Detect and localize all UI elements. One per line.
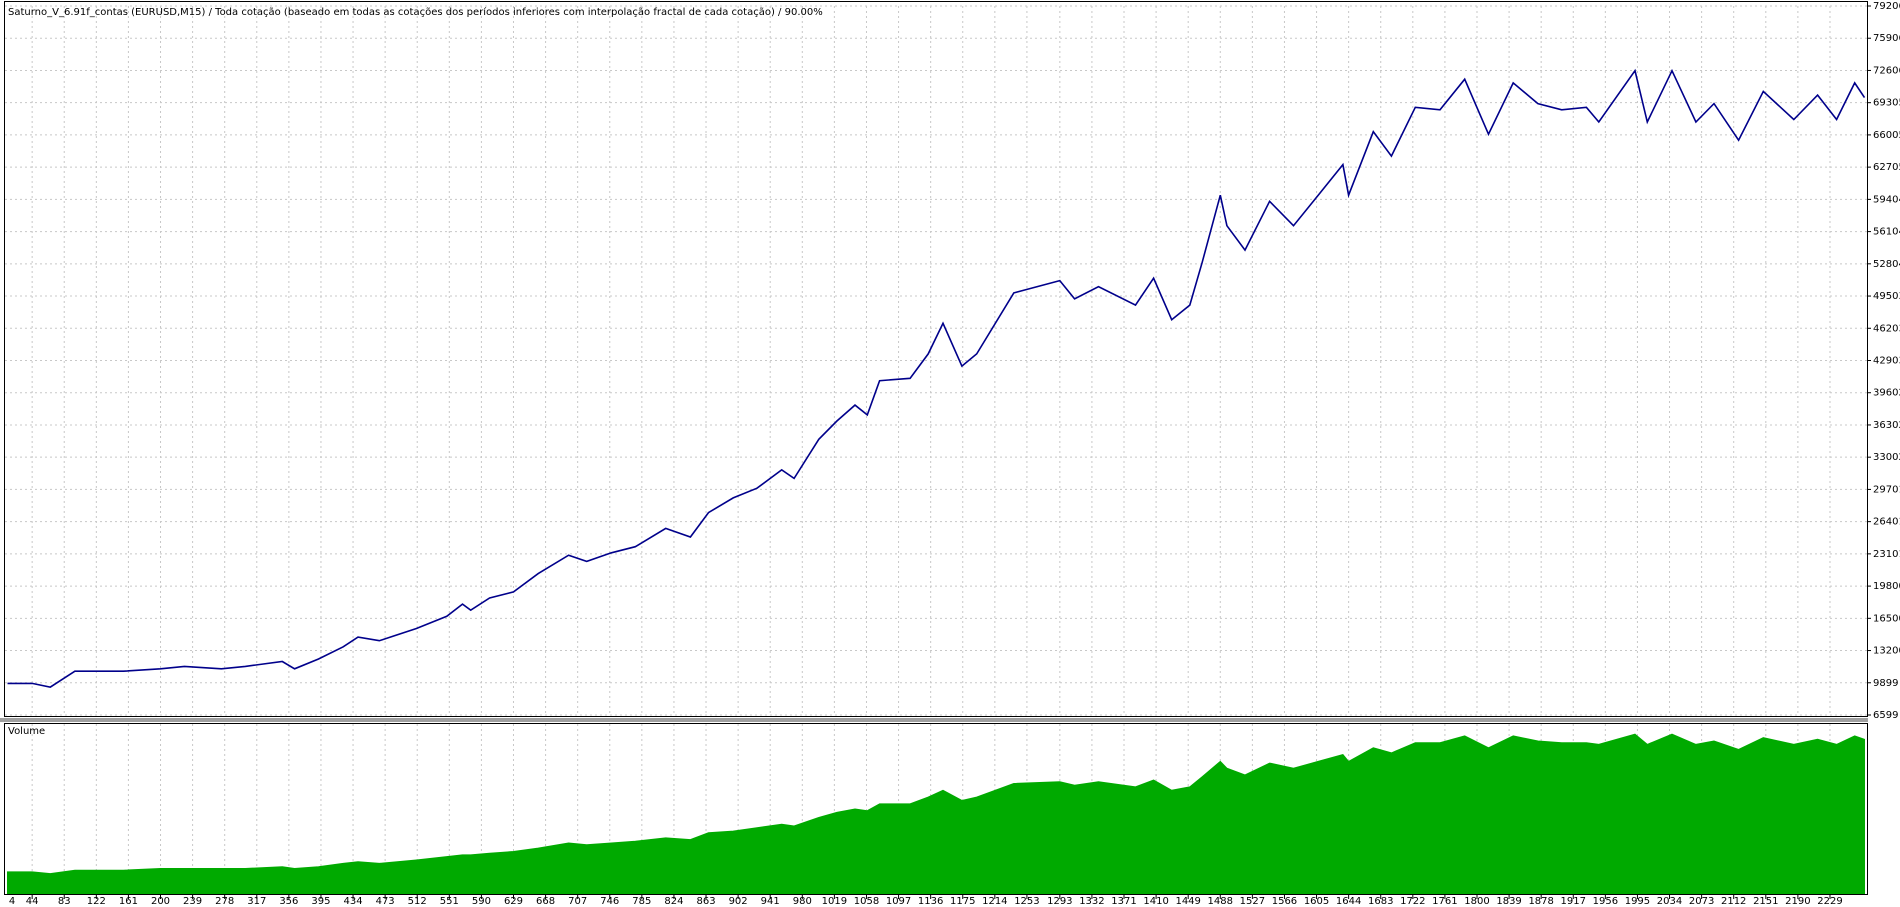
x-tick-label: 1605 <box>1304 896 1329 907</box>
y-tick-label: 6599 <box>1873 710 1898 721</box>
x-tick-label: 44 <box>26 896 39 907</box>
x-tick-label: 1839 <box>1496 896 1521 907</box>
x-tick-label: 902 <box>729 896 748 907</box>
x-tick-label: 785 <box>632 896 651 907</box>
x-tick-label: 1527 <box>1240 896 1265 907</box>
y-tick-label: 19800 <box>1873 581 1900 592</box>
y-tick-label: 23101 <box>1873 549 1900 560</box>
y-tick-label: 69305 <box>1873 98 1900 109</box>
x-tick-label: 1995 <box>1625 896 1650 907</box>
y-tick-label: 75906 <box>1873 33 1900 44</box>
y-tick-label: 29701 <box>1873 484 1900 495</box>
x-tick-label: 512 <box>408 896 427 907</box>
x-tick-label: 1761 <box>1432 896 1457 907</box>
panel-separator <box>0 718 1868 722</box>
x-tick-label: 434 <box>343 896 362 907</box>
y-tick-label: 39602 <box>1873 388 1900 399</box>
x-tick-label: 1214 <box>982 896 1007 907</box>
y-tick-label: 9899 <box>1873 678 1898 689</box>
x-tick-label: 941 <box>761 896 780 907</box>
y-tick-label: 42903 <box>1873 355 1900 366</box>
x-tick-label: 1293 <box>1047 896 1072 907</box>
y-tick-label: 72606 <box>1873 65 1900 76</box>
labels-layer: 6599 9899 13200 16500 19800 23101 26401 29701 33… <box>9 1 1900 907</box>
x-tick-label: 1253 <box>1014 896 1039 907</box>
x-tick-label: 1097 <box>886 896 911 907</box>
x-tick-label: 1058 <box>854 896 879 907</box>
x-tick-label: 4 <box>9 896 15 907</box>
x-tick-label: 980 <box>793 896 812 907</box>
main-panel-frame <box>4 1 1868 717</box>
x-tick-label: 1371 <box>1111 896 1136 907</box>
x-tick-label: 2073 <box>1689 896 1714 907</box>
x-tick-label: 395 <box>311 896 330 907</box>
x-tick-label: 1644 <box>1336 896 1361 907</box>
x-tick-label: 1878 <box>1528 896 1553 907</box>
x-tick-label: 2034 <box>1657 896 1682 907</box>
x-tick-label: 746 <box>600 896 619 907</box>
y-tick-label: 46203 <box>1873 323 1900 334</box>
equity-line <box>7 68 1866 688</box>
y-tick-label: 36302 <box>1873 420 1900 431</box>
x-tick-label: 473 <box>376 896 395 907</box>
x-tick-label: 629 <box>504 896 523 907</box>
y-tick-label: 62705 <box>1873 162 1900 173</box>
volume-area <box>7 733 1865 895</box>
x-tick-label: 1683 <box>1368 896 1393 907</box>
x-tick-label: 1449 <box>1175 896 1200 907</box>
x-tick-label: 317 <box>247 896 266 907</box>
x-tick-label: 707 <box>568 896 587 907</box>
chart-title: Saturno_V_6.91f_contas (EURUSD,M15) / To… <box>8 6 823 18</box>
x-tick-label: 239 <box>183 896 202 907</box>
y-tick-label: 16500 <box>1873 613 1900 624</box>
x-tick-label: 1410 <box>1143 896 1168 907</box>
volume-title: Volume <box>8 726 45 737</box>
x-tick-label: 2229 <box>1817 896 1842 907</box>
x-tick-label: 2112 <box>1721 896 1746 907</box>
x-tick-label: 863 <box>696 896 715 907</box>
y-tick-label: 66005 <box>1873 130 1900 141</box>
y-tick-label: 33002 <box>1873 452 1900 463</box>
volume-panel-frame <box>4 723 1868 895</box>
x-tick-label: 122 <box>87 896 106 907</box>
x-tick-label: 356 <box>279 896 298 907</box>
x-tick-label: 1566 <box>1272 896 1297 907</box>
y-tick-label: 49503 <box>1873 291 1900 302</box>
x-tick-label: 1332 <box>1079 896 1104 907</box>
x-tick-label: 1136 <box>918 896 943 907</box>
x-tick-label: 1488 <box>1208 896 1233 907</box>
x-tick-label: 83 <box>58 896 71 907</box>
y-tick-label: 56104 <box>1873 227 1900 238</box>
x-tick-label: 1175 <box>950 896 975 907</box>
x-tick-label: 200 <box>151 896 170 907</box>
x-tick-label: 278 <box>215 896 234 907</box>
x-tick-label: 824 <box>664 896 683 907</box>
x-tick-label: 1956 <box>1593 896 1618 907</box>
x-tick-label: 668 <box>536 896 555 907</box>
y-tick-label: 52804 <box>1873 259 1900 270</box>
x-tick-label: 551 <box>440 896 459 907</box>
y-tick-label: 59404 <box>1873 194 1900 205</box>
y-tick-label: 13200 <box>1873 646 1900 657</box>
x-tick-label: 2151 <box>1753 896 1778 907</box>
x-tick-label: 1722 <box>1400 896 1425 907</box>
y-tick-label: 79206 <box>1873 1 1900 12</box>
y-tick-label: 26401 <box>1873 517 1900 528</box>
x-tick-label: 2190 <box>1785 896 1810 907</box>
x-tick-label: 1917 <box>1561 896 1586 907</box>
marks-layer <box>7 68 1866 895</box>
x-tick-label: 590 <box>472 896 491 907</box>
x-tick-label: 161 <box>119 896 138 907</box>
x-tick-label: 1800 <box>1464 896 1489 907</box>
x-tick-label: 1019 <box>822 896 847 907</box>
